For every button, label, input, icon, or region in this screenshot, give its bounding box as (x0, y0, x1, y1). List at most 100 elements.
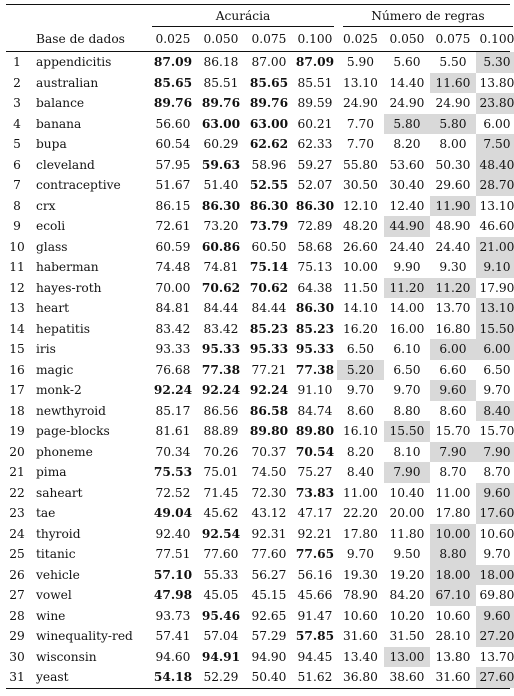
accuracy-cell: 75.27 (297, 465, 333, 480)
accuracy-cell: 50.40 (251, 670, 287, 685)
row-index: 11 (9, 260, 25, 275)
rule-count-cell: 44.90 (384, 216, 430, 237)
rule-count-cell: 8.10 (393, 444, 421, 459)
dataset-name: crx (36, 198, 56, 213)
rule-count-cell: 9.70 (483, 383, 511, 398)
accuracy-cell: 52.29 (203, 670, 239, 685)
accuracy-cell: 73.20 (203, 219, 239, 234)
dataset-name: vowel (36, 588, 72, 603)
rule-count-cell: 31.60 (435, 670, 471, 685)
rule-count-cell: 13.10 (479, 198, 514, 213)
accuracy-cell: 85.65 (249, 75, 289, 90)
accuracy-cell: 73.83 (295, 485, 335, 500)
acc-threshold-header: 0.050 (203, 32, 239, 46)
rule-count-cell: 16.80 (435, 321, 471, 336)
row-index: 10 (9, 239, 25, 254)
dataset-name: vehicle (36, 567, 80, 582)
rule-count-cell: 28.10 (435, 629, 471, 644)
accuracy-cell: 51.67 (155, 178, 191, 193)
row-index: 29 (9, 629, 25, 644)
rule-count-cell: 9.10 (476, 257, 514, 278)
accuracy-cell: 56.16 (297, 567, 333, 582)
accuracy-cell: 57.04 (203, 629, 239, 644)
accuracy-cell: 85.51 (297, 75, 333, 90)
accuracy-cell: 70.62 (201, 280, 241, 295)
rule-count-cell: 11.00 (343, 485, 378, 500)
rule-count-cell: 12.40 (389, 198, 425, 213)
rule-count-cell: 5.90 (346, 55, 375, 70)
rule-count-cell: 8.70 (439, 465, 467, 480)
rule-count-cell: 30.40 (389, 178, 425, 193)
rule-count-cell: 28.70 (476, 175, 514, 196)
table-row: 17 monk-2 92.24 92.24 92.24 91.10 9.70 9.70 9.60… (6, 380, 511, 401)
dataset-name: balance (36, 96, 85, 111)
accuracy-cell: 87.09 (153, 55, 193, 70)
rule-count-cell: 11.20 (384, 277, 430, 298)
accuracy-cell: 87.00 (251, 55, 287, 70)
accuracy-cell: 92.24 (249, 383, 289, 398)
dataset-name: monk-2 (36, 383, 82, 398)
accuracy-cell: 60.50 (251, 239, 287, 254)
accuracy-cell: 89.76 (201, 96, 241, 111)
accuracy-cell: 84.74 (297, 403, 333, 418)
table-row: 6 cleveland 57.95 59.63 58.96 59.27 55.80 53.60… (6, 154, 514, 175)
accuracy-cell: 92.40 (155, 526, 191, 541)
rule-count-cell: 8.60 (439, 403, 467, 418)
rule-count-cell: 18.00 (476, 564, 514, 585)
table-row: 29 winequality-red 57.41 57.04 57.29 57.85 31.… (6, 626, 514, 647)
accuracy-cell: 83.42 (203, 321, 239, 336)
accuracy-cell: 72.52 (155, 485, 191, 500)
rule-count-cell: 26.60 (343, 239, 378, 254)
accuracy-cell: 70.00 (155, 280, 191, 295)
accuracy-cell: 86.30 (201, 198, 241, 213)
row-index: 15 (9, 342, 25, 357)
accuracy-group-header: Acurácia (215, 9, 271, 23)
rule-count-cell: 8.00 (439, 137, 467, 152)
accuracy-cell: 95.46 (201, 608, 241, 623)
row-index: 25 (9, 547, 25, 562)
rule-count-cell: 11.20 (430, 277, 476, 298)
dataset-name: banana (36, 116, 82, 131)
dataset-column-header: Base de dados (36, 32, 125, 46)
table-row: 19 page-blocks 81.61 88.89 89.80 89.80 16.10 15… (6, 421, 514, 442)
dataset-name: hepatitis (36, 321, 90, 336)
dataset-name: wine (36, 608, 66, 623)
rules-threshold-header: 0.075 (435, 32, 471, 46)
accuracy-cell: 45.62 (203, 506, 239, 521)
rule-count-cell: 38.60 (389, 670, 425, 685)
row-index: 30 (9, 649, 25, 664)
dataset-name: australian (36, 75, 99, 90)
dataset-name: magic (36, 362, 74, 377)
dataset-name: bupa (36, 137, 67, 152)
accuracy-cell: 83.42 (155, 321, 191, 336)
rule-count-cell: 21.00 (476, 236, 514, 257)
row-index: 21 (9, 465, 25, 480)
rule-count-cell: 5.80 (384, 113, 430, 134)
rule-count-cell: 5.30 (476, 52, 514, 73)
rule-count-cell: 14.10 (343, 301, 378, 316)
rule-count-cell: 6.60 (439, 362, 467, 377)
table-row: 15 iris 93.33 95.33 95.33 95.33 6.50 6.10 6.00 6.… (6, 339, 514, 360)
rule-count-cell: 9.30 (439, 260, 467, 275)
rule-count-cell: 46.60 (479, 219, 514, 234)
rule-count-cell: 16.20 (343, 321, 378, 336)
rule-count-cell: 5.20 (337, 359, 384, 380)
accuracy-cell: 77.21 (251, 362, 287, 377)
dataset-name: appendicitis (36, 55, 112, 70)
table-row: 21 pima 75.53 75.01 74.50 75.27 8.40 7.90 8.70 8.… (6, 462, 511, 483)
rule-count-cell: 27.60 (476, 667, 514, 688)
rule-count-cell: 13.00 (384, 646, 430, 667)
accuracy-cell: 89.59 (297, 96, 333, 111)
accuracy-cell: 51.62 (297, 670, 333, 685)
rule-count-cell: 10.00 (343, 260, 378, 275)
row-index: 6 (13, 157, 21, 172)
rules-threshold-header: 0.050 (389, 32, 425, 46)
row-index: 9 (13, 219, 21, 234)
rule-count-cell: 24.40 (389, 239, 425, 254)
rule-count-cell: 36.80 (343, 670, 378, 685)
accuracy-cell: 85.23 (249, 321, 289, 336)
accuracy-cell: 86.30 (295, 301, 335, 316)
rule-count-cell: 15.50 (384, 421, 430, 442)
table-row: 4 banana 56.60 63.00 63.00 60.21 7.70 5.80 5.80 6… (6, 113, 511, 134)
accuracy-cell: 92.65 (251, 608, 287, 623)
